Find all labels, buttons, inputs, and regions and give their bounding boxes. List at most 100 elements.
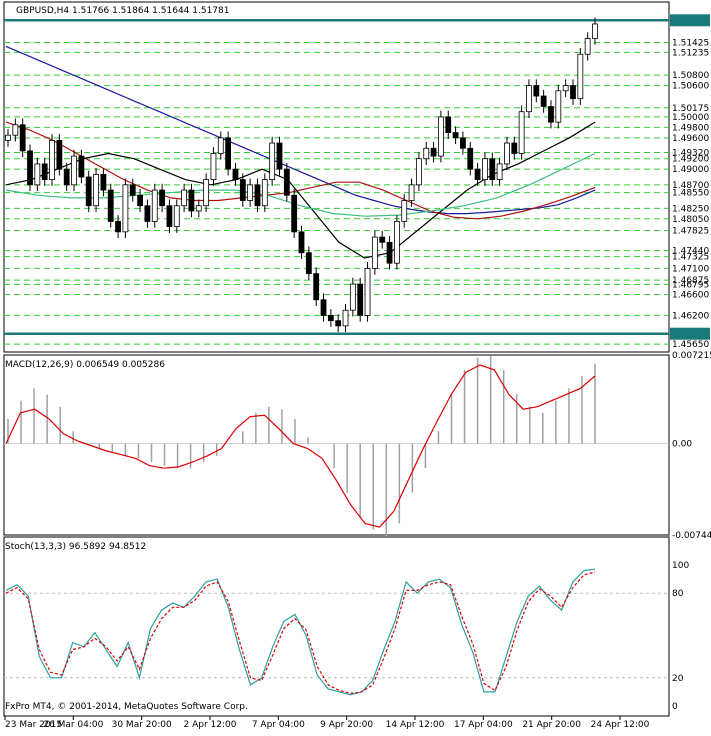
candle-body[interactable] <box>540 95 547 107</box>
candle-body[interactable] <box>85 176 92 207</box>
candle-body[interactable] <box>269 142 276 181</box>
macd-tick-label: 0.007215 <box>672 351 711 361</box>
x-tick-label: 24 Apr 12:00 <box>591 720 650 730</box>
candle-body[interactable] <box>144 205 151 222</box>
candle-body[interactable] <box>173 205 180 228</box>
candle-body[interactable] <box>313 273 320 301</box>
candle-body[interactable] <box>239 179 246 201</box>
stoch-pane-frame <box>3 536 670 717</box>
macd-tick-label: -0.007442 <box>672 531 711 541</box>
candle-body[interactable] <box>489 158 496 181</box>
candle-body[interactable] <box>254 184 261 207</box>
candle-body[interactable] <box>217 137 224 154</box>
price-level-label: 1.47100 <box>672 264 709 274</box>
candle-body[interactable] <box>137 194 143 207</box>
candle-body[interactable] <box>115 221 121 233</box>
candle-body[interactable] <box>305 252 312 275</box>
candle-body[interactable] <box>445 116 452 133</box>
candle-body[interactable] <box>408 184 415 201</box>
candle-body[interactable] <box>283 168 290 196</box>
candle-body[interactable] <box>438 116 444 157</box>
candle-body[interactable] <box>298 231 305 254</box>
macd-label: MACD(12,26,9) 0.006549 0.005286 <box>5 360 165 370</box>
candle-body[interactable] <box>504 142 510 165</box>
candle-body[interactable] <box>342 309 349 327</box>
candle-body[interactable] <box>592 23 598 39</box>
candle-body[interactable] <box>327 315 334 322</box>
candle-body[interactable] <box>188 189 195 212</box>
candle-body[interactable] <box>210 153 217 181</box>
candle-body[interactable] <box>386 241 393 264</box>
candle-body[interactable] <box>261 179 268 207</box>
candle-body[interactable] <box>129 184 136 196</box>
candle-body[interactable] <box>349 283 356 311</box>
candle-body[interactable] <box>203 179 210 207</box>
candle-body[interactable] <box>232 168 239 181</box>
candle-body[interactable] <box>430 147 437 157</box>
x-tick-label: 26 Mar 04:00 <box>43 720 103 730</box>
candle-body[interactable] <box>357 283 364 316</box>
candle-body[interactable] <box>49 140 55 181</box>
candle-body[interactable] <box>511 142 518 154</box>
candle-body[interactable] <box>320 299 327 316</box>
candle-body[interactable] <box>460 137 466 149</box>
candle-body[interactable] <box>27 150 33 186</box>
candle-body[interactable] <box>371 236 378 269</box>
candle-body[interactable] <box>415 158 422 186</box>
candle-body[interactable] <box>181 189 188 207</box>
price-level-label: 1.48550 <box>672 189 709 199</box>
stoch-tick-label: 0 <box>672 702 678 712</box>
price-level-label: 1.48700 <box>672 181 709 191</box>
candle-body[interactable] <box>195 205 202 212</box>
candle-body[interactable] <box>151 189 158 222</box>
candle-body[interactable] <box>482 158 488 181</box>
candle-body[interactable] <box>379 236 386 243</box>
candle-body[interactable] <box>518 111 525 154</box>
candle-body[interactable] <box>71 155 77 186</box>
candle-body[interactable] <box>401 200 408 222</box>
candle-body[interactable] <box>291 194 298 233</box>
price-level-label: 1.51425 <box>672 38 709 48</box>
candle-body[interactable] <box>577 53 584 100</box>
candle-body[interactable] <box>496 163 503 181</box>
candle-body[interactable] <box>533 85 540 97</box>
candle-body[interactable] <box>100 173 107 191</box>
candle-body[interactable] <box>247 184 254 201</box>
candle-body[interactable] <box>41 163 48 181</box>
candle-body[interactable] <box>5 134 11 141</box>
candle-body[interactable] <box>474 168 481 181</box>
candle-body[interactable] <box>452 132 459 139</box>
stoch-main-line <box>5 568 596 696</box>
candle-body[interactable] <box>548 106 554 123</box>
candle-body[interactable] <box>364 268 371 316</box>
candle-body[interactable] <box>34 163 41 186</box>
price-level-label: 1.46875 <box>672 276 709 286</box>
candle-body[interactable] <box>570 85 576 100</box>
candle-body[interactable] <box>12 124 19 136</box>
candle-body[interactable] <box>526 85 532 113</box>
candle-body[interactable] <box>56 140 63 170</box>
candle-body[interactable] <box>562 85 569 92</box>
candle-body[interactable] <box>78 155 85 178</box>
candle-body[interactable] <box>555 90 562 123</box>
candle-body[interactable] <box>423 147 430 160</box>
candle-body[interactable] <box>166 205 173 228</box>
price-level-label: 1.51235 <box>672 48 709 58</box>
macd-tick-label: 0.00 <box>672 440 692 450</box>
candle-body[interactable] <box>93 173 99 207</box>
candle-body[interactable] <box>63 168 70 186</box>
candle-body[interactable] <box>467 147 474 170</box>
candle-body[interactable] <box>393 221 400 264</box>
candle-body[interactable] <box>335 320 342 327</box>
candle-body[interactable] <box>159 189 165 207</box>
candle-body[interactable] <box>276 142 283 170</box>
candle-body[interactable] <box>19 124 26 152</box>
candle-body[interactable] <box>107 189 114 222</box>
candle-body[interactable] <box>122 184 129 233</box>
candle-body[interactable] <box>225 137 232 170</box>
price-level-label: 1.49320 <box>672 148 709 158</box>
candle-body[interactable] <box>584 38 591 55</box>
price-level-label: 1.47325 <box>672 253 709 263</box>
